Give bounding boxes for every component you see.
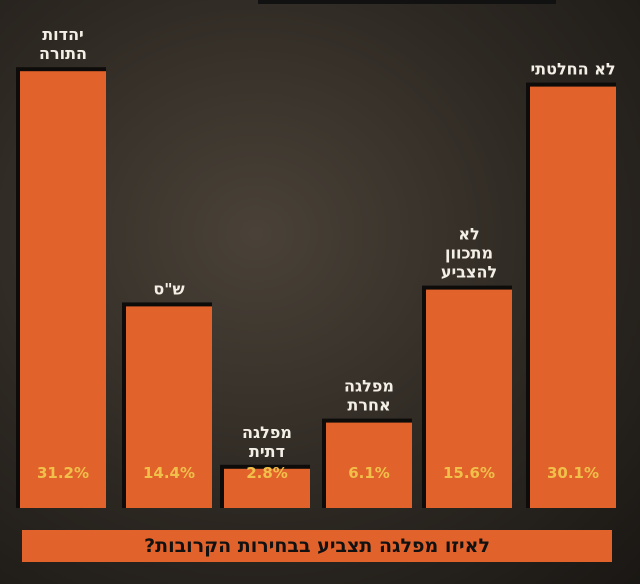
bar-5 — [530, 86, 616, 508]
question-banner: לאיזו מפלגה תצביע בבחירות הקרובות? — [22, 530, 612, 562]
category-label-4-1: מתכוון — [445, 244, 493, 263]
category-label-3-1: אחרת — [347, 396, 390, 415]
category-label-3-0: מפלגה — [344, 377, 394, 396]
category-label-1-0: ש"ס — [153, 279, 184, 298]
value-label-2: 2.8% — [246, 464, 288, 482]
category-label-5-0: לא החלטתי — [530, 60, 615, 79]
top-edge-strip — [258, 0, 556, 4]
value-label-0: 31.2% — [37, 464, 89, 482]
category-label-4-0: לא — [458, 225, 479, 244]
category-label-4-2: להצביע — [441, 263, 497, 282]
category-label-0-1: התורה — [39, 44, 87, 63]
category-label-2-1: דתית — [249, 442, 285, 461]
value-label-4: 15.6% — [443, 464, 495, 482]
bar-4 — [426, 289, 512, 508]
category-label-2-0: מפלגה — [242, 423, 292, 442]
bar-0 — [20, 71, 106, 508]
bar-2 — [224, 468, 310, 508]
bar-1 — [126, 306, 212, 508]
value-label-5: 30.1% — [547, 464, 599, 482]
chart-title: לאיזו מפלגה תצביע בבחירות הקרובות? — [144, 535, 490, 557]
value-label-3: 6.1% — [348, 464, 390, 482]
bar-3 — [326, 422, 412, 508]
value-label-1: 14.4% — [143, 464, 195, 482]
category-label-0-0: יהדות — [42, 25, 84, 44]
